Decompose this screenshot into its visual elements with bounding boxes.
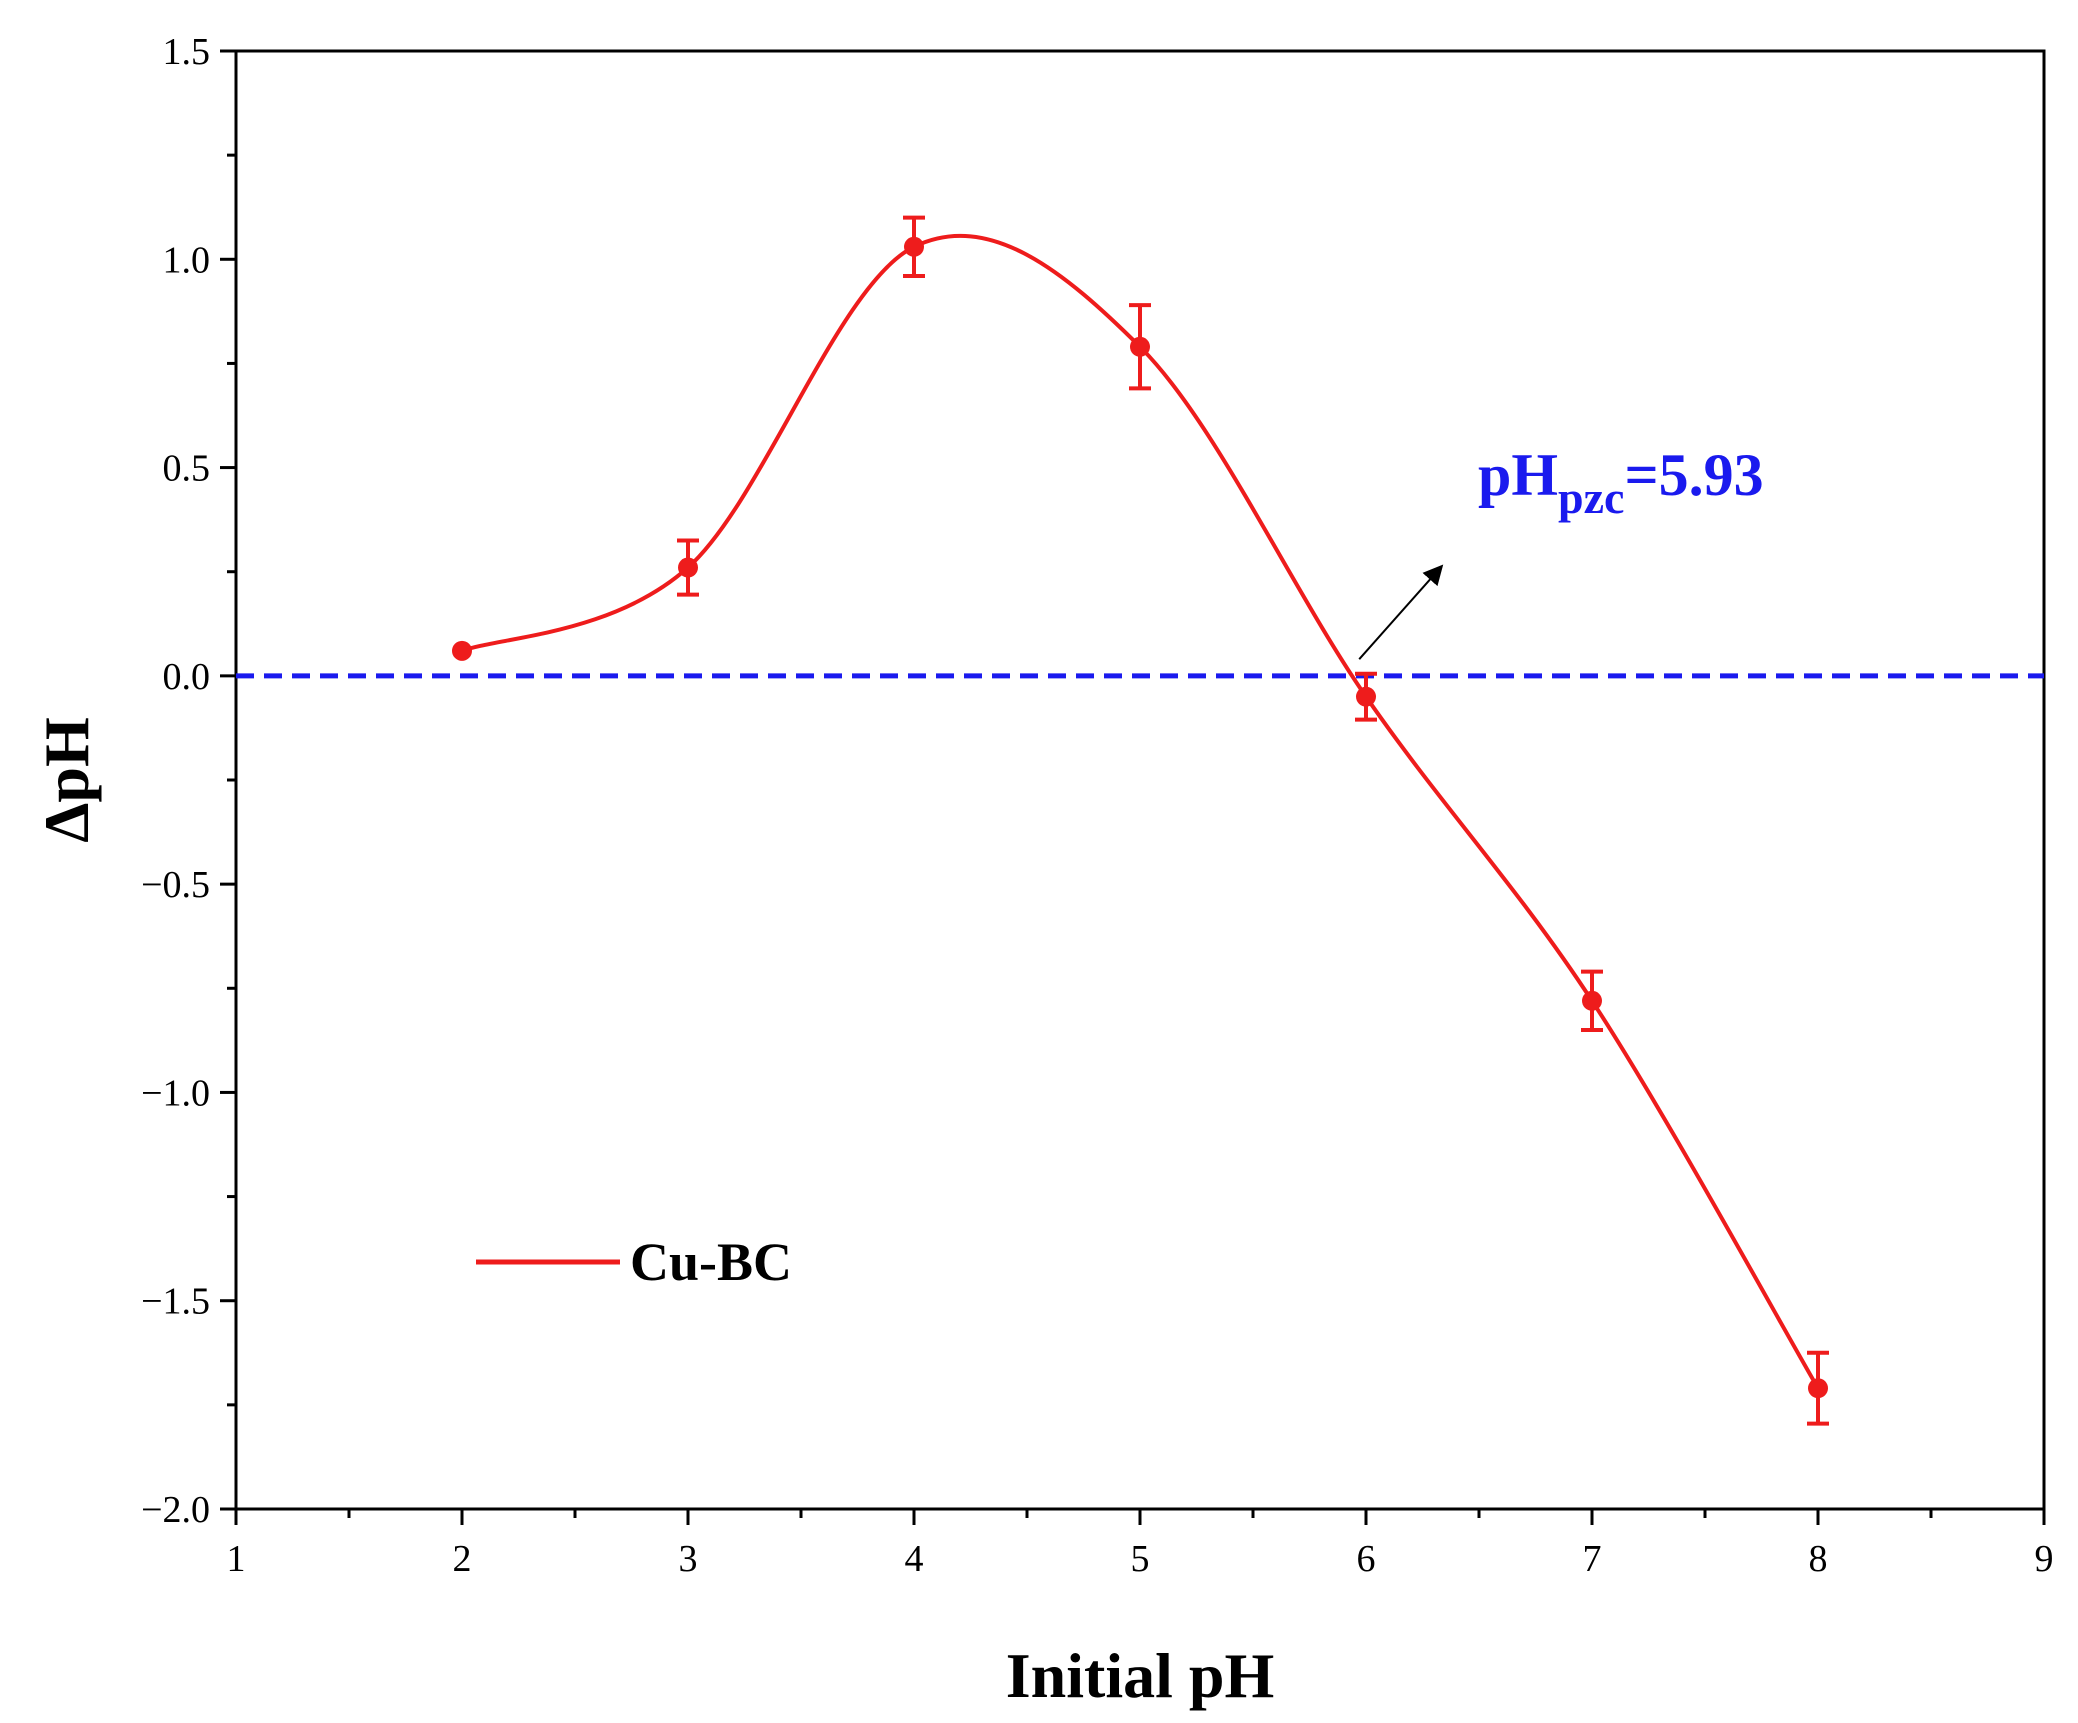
x-tick-label: 1 <box>227 1538 246 1580</box>
pzc-annotation-main: pH <box>1478 442 1558 508</box>
data-point <box>1582 990 1602 1011</box>
x-tick-label: 2 <box>453 1538 472 1580</box>
x-axis-ticks: 1 2 3 4 5 6 7 8 9 <box>227 1509 2054 1580</box>
pzc-annotation-value: =5.93 <box>1624 442 1763 508</box>
data-point <box>1808 1378 1828 1399</box>
cu-bc-points <box>452 215 1829 1426</box>
y-tick-label: 0.0 <box>163 656 211 698</box>
x-axis-title: Initial pH <box>1006 1640 1275 1711</box>
data-point <box>1356 686 1376 707</box>
y-tick-label: −1.5 <box>141 1281 210 1323</box>
legend-label-cu-bc: Cu-BC <box>630 1232 792 1292</box>
data-point <box>678 557 698 578</box>
y-tick-label: 1.0 <box>163 239 211 281</box>
cu-bc-curve <box>461 234 1820 1390</box>
y-tick-label: 0.5 <box>163 448 211 490</box>
plot-frame <box>234 49 2046 1511</box>
pzc-annotation: pHpzc=5.93 <box>1478 442 1764 523</box>
y-tick-label: −1.0 <box>141 1072 210 1114</box>
data-point <box>904 236 924 257</box>
x-tick-label: 4 <box>905 1538 924 1580</box>
x-tick-label: 7 <box>1583 1538 1602 1580</box>
data-point <box>1130 336 1150 357</box>
y-tick-label: −0.5 <box>141 864 210 906</box>
y-tick-label: −2.0 <box>141 1489 210 1531</box>
data-point <box>452 640 472 661</box>
x-tick-label: 3 <box>679 1538 698 1580</box>
y-axis-title: ΔpH <box>31 717 102 843</box>
legend: Cu-BC <box>476 1232 792 1292</box>
x-tick-label: 8 <box>1809 1538 1828 1580</box>
y-axis-ticks: 1.5 1.0 0.5 0.0 −0.5 −1.0 −1.5 −2.0 <box>141 31 236 1531</box>
x-tick-label: 6 <box>1357 1538 1376 1580</box>
pzc-arrow <box>1358 564 1444 660</box>
x-tick-label: 5 <box>1131 1538 1150 1580</box>
y-tick-label: 1.5 <box>163 31 211 73</box>
pzc-annotation-subscript: pzc <box>1558 472 1624 523</box>
x-tick-label: 9 <box>2035 1538 2054 1580</box>
